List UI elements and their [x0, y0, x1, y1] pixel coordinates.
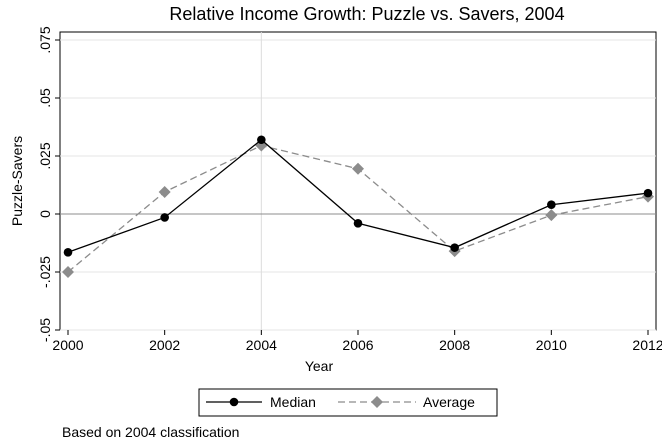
average-point — [62, 266, 74, 278]
median-point — [257, 135, 266, 145]
x-tick-label: 2002 — [149, 337, 180, 353]
axes: -.05 -.025 0 .025 .05 .075 2000 2002 2004 2006 200… — [37, 26, 662, 353]
y-tick-label: .025 — [37, 142, 53, 169]
legend-average-marker — [371, 396, 383, 408]
median-point — [450, 243, 459, 252]
legend-median-label: Median — [270, 394, 316, 410]
x-tick-label: 2000 — [52, 337, 83, 353]
y-tick-label: .05 — [37, 88, 53, 108]
average-point — [352, 162, 364, 175]
legend: Median Average — [198, 388, 498, 417]
legend-average-label: Average — [423, 394, 475, 410]
chart-title: Relative Income Growth: Puzzle vs. Saver… — [169, 4, 564, 24]
plot-area — [59, 31, 657, 331]
y-tick-label: -.05 — [37, 318, 53, 342]
legend-median-marker — [229, 397, 239, 407]
median-point — [63, 247, 73, 257]
data-series — [62, 135, 654, 278]
y-axis-label: Puzzle-Savers — [9, 136, 25, 226]
median-point — [160, 213, 169, 222]
x-tick-label: 2008 — [439, 337, 470, 353]
average-point — [545, 209, 558, 222]
y-tick-label: .075 — [37, 26, 53, 53]
median-point — [547, 200, 556, 210]
x-tick-label: 2010 — [536, 337, 567, 353]
x-tick-label: 2004 — [246, 337, 277, 353]
average-point — [158, 185, 171, 198]
median-point — [353, 218, 363, 228]
chart-note: Based on 2004 classification — [62, 424, 239, 440]
x-axis-label: Year — [305, 358, 334, 374]
median-point — [643, 188, 653, 198]
y-tick-label: 0 — [37, 210, 53, 218]
y-tick-label: -.025 — [37, 256, 53, 288]
x-tick-label: 2012 — [632, 337, 662, 353]
grid-lines — [60, 32, 656, 331]
x-tick-label: 2006 — [342, 337, 373, 353]
